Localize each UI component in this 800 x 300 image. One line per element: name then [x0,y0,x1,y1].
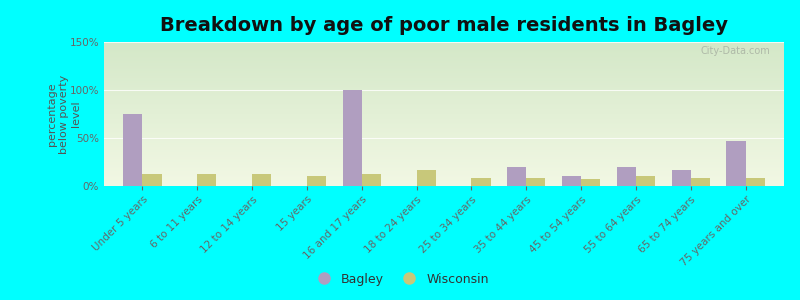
Bar [307,176,326,186]
Bar [123,114,142,186]
Legend: Bagley, Wisconsin: Bagley, Wisconsin [306,268,494,291]
Bar [507,167,526,186]
Bar [726,141,746,186]
Bar [342,90,362,186]
Y-axis label: percentage
below poverty
level: percentage below poverty level [47,74,81,154]
Text: City-Data.com: City-Data.com [701,46,770,56]
Bar [636,176,655,186]
Title: Breakdown by age of poor male residents in Bagley: Breakdown by age of poor male residents … [160,16,728,35]
Bar [562,176,581,186]
Bar [526,178,546,186]
Bar [252,175,271,186]
Bar [671,170,690,186]
Bar [417,170,436,186]
Bar [690,178,710,186]
Bar [198,173,217,186]
Bar [471,178,490,186]
Bar [746,178,765,186]
Bar [142,173,162,186]
Bar [617,167,636,186]
Bar [362,173,381,186]
Bar [581,179,600,186]
